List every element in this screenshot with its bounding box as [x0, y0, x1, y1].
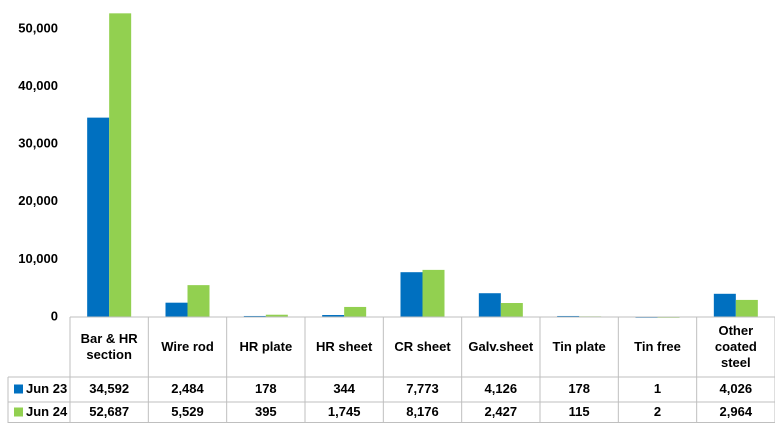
table-value: 4,126: [485, 381, 518, 396]
x-tick-label: Wire rod: [161, 339, 214, 354]
table-value: 4,026: [720, 381, 753, 396]
bar: [322, 315, 345, 317]
bar: [422, 269, 445, 317]
x-tick-label: Bar & HR section: [80, 331, 138, 362]
y-tick-label: 10,000: [18, 251, 58, 266]
category-cell: CR sheet: [394, 339, 451, 354]
table-value: 1: [654, 381, 661, 396]
legend-label: Jun 23: [26, 381, 67, 396]
x-tick-label: HR sheet: [315, 339, 373, 354]
bar: [87, 117, 110, 317]
bar: [187, 285, 210, 317]
bar: [265, 314, 288, 317]
table-value: 2,964: [720, 404, 753, 419]
bar: [478, 293, 501, 317]
table-value: 178: [255, 381, 277, 396]
table-value: 115: [569, 404, 590, 419]
x-tick-label: Other coated steel: [714, 323, 757, 370]
category-cell: Other coated steel: [714, 323, 757, 370]
table-value: 178: [568, 381, 590, 396]
table-value: 344: [333, 381, 355, 396]
x-tick-label: Galv.sheet: [468, 339, 534, 354]
table-value: 2: [654, 404, 661, 419]
category-cell: Wire rod: [161, 339, 214, 354]
bar: [557, 315, 580, 317]
bar: [109, 13, 132, 317]
table-value: 2,427: [485, 404, 518, 419]
y-tick-label: 0: [51, 308, 58, 323]
y-tick-label: 30,000: [18, 136, 58, 151]
legend-label: Jun 24: [26, 404, 68, 419]
table-value: 52,687: [89, 404, 129, 419]
legend-swatch: [14, 407, 23, 417]
legend-swatch: [14, 384, 23, 394]
x-tick-label: HR plate: [239, 339, 293, 354]
table-value: 1,745: [328, 404, 361, 419]
category-cell: HR plate: [239, 339, 293, 354]
bar: [713, 293, 736, 317]
table-value: 395: [255, 404, 277, 419]
bar: [400, 272, 423, 317]
x-tick-label: CR sheet: [394, 339, 451, 354]
category-cell: Tin plate: [552, 339, 606, 354]
y-tick-label: 20,000: [18, 193, 58, 208]
bar: [165, 302, 188, 317]
table-value: 7,773: [406, 381, 439, 396]
y-tick-label: 40,000: [18, 78, 58, 93]
table-value: 8,176: [406, 404, 439, 419]
x-tick-label: Tin free: [634, 339, 681, 354]
table-value: 34,592: [89, 381, 129, 396]
category-cell: Bar & HR section: [80, 331, 138, 362]
bar: [500, 303, 523, 317]
bar: [344, 306, 367, 317]
bar: [243, 315, 266, 317]
table-value: 2,484: [171, 381, 204, 396]
y-tick-label: 50,000: [18, 20, 58, 35]
category-cell: Tin free: [634, 339, 681, 354]
category-cell: Galv.sheet: [468, 339, 534, 354]
table-value: 5,529: [171, 404, 204, 419]
category-cell: HR sheet: [315, 339, 373, 354]
bar: [735, 299, 758, 317]
x-tick-label: Tin plate: [552, 339, 606, 354]
